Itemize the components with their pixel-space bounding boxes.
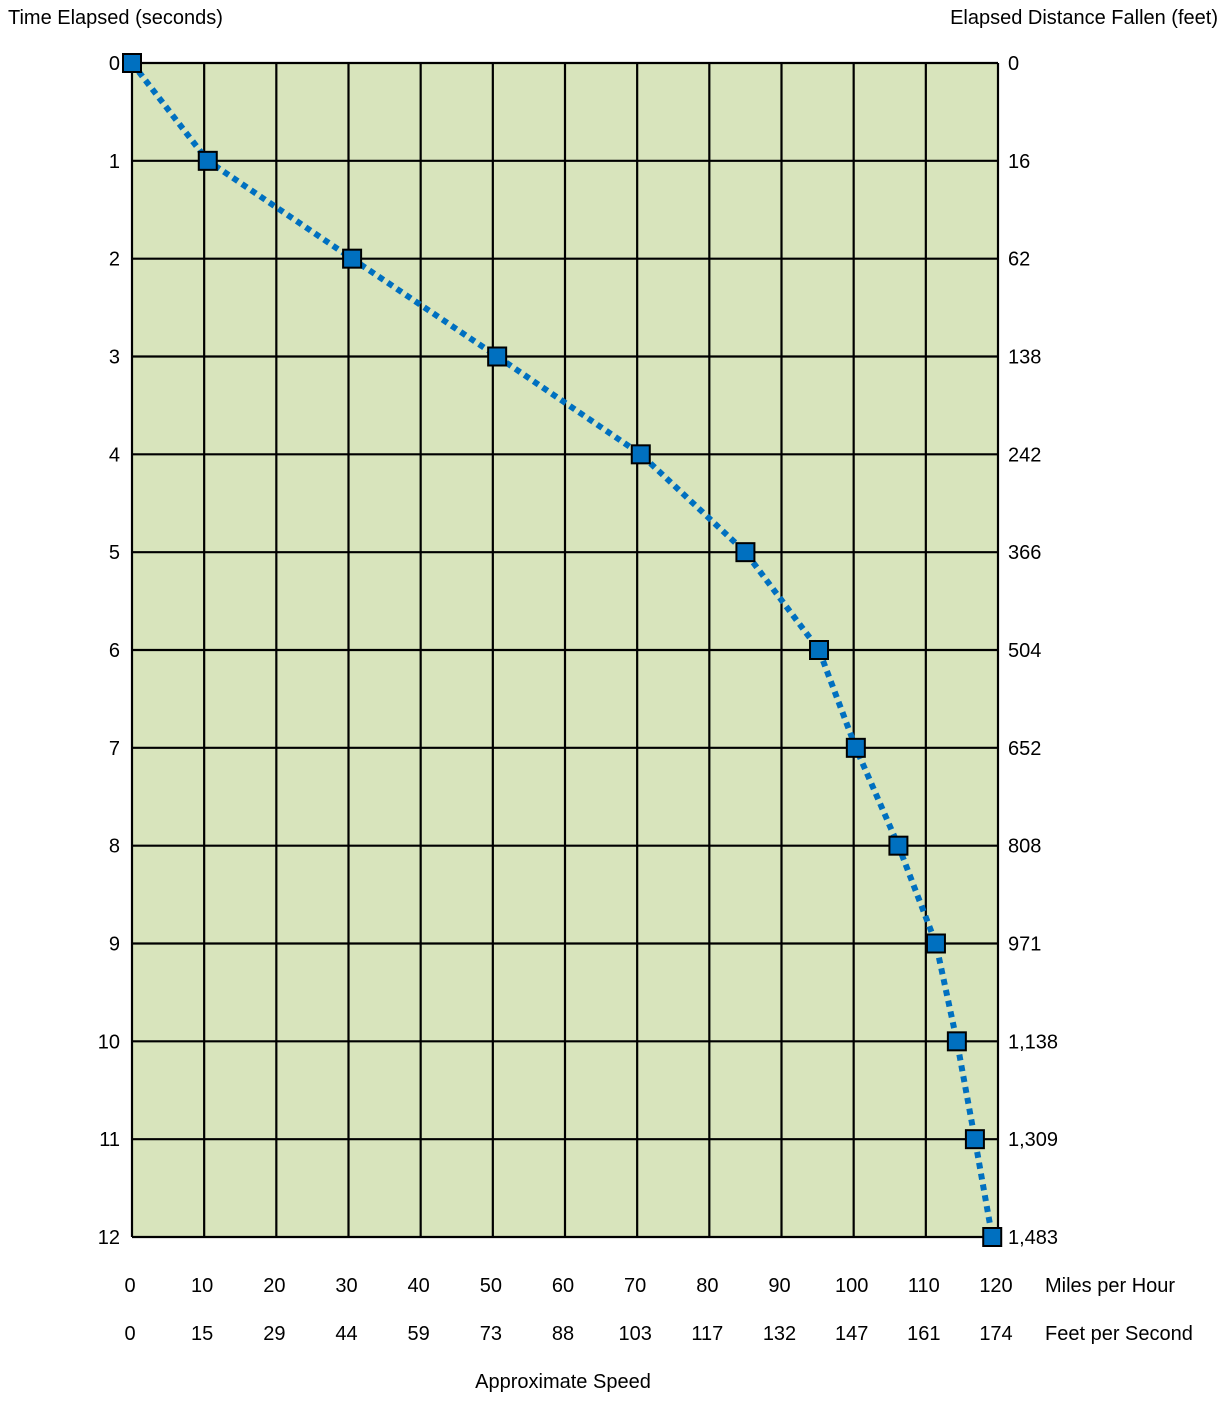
time-tick-label: 3 [109,347,120,369]
fps-tick-label: 147 [835,1323,868,1345]
fps-unit-label: Feet per Second [1045,1323,1193,1345]
mph-unit-label: Miles per Hour [1045,1275,1175,1297]
mph-tick-label: 120 [979,1275,1012,1297]
fps-tick-label: 73 [480,1323,502,1345]
fps-tick-label: 161 [907,1323,940,1345]
distance-tick-label: 242 [1008,444,1041,466]
time-tick-label: 9 [109,934,120,956]
time-tick-label: 12 [98,1227,120,1249]
distance-tick-label: 0 [1008,53,1019,75]
data-point-marker [966,1130,984,1148]
distance-tick-label: 1,483 [1008,1227,1058,1249]
fps-tick-label: 29 [263,1323,285,1345]
time-tick-label: 2 [109,249,120,271]
data-point-marker [123,54,141,72]
fps-tick-label: 15 [191,1323,213,1345]
mph-tick-label: 50 [480,1275,502,1297]
time-tick-label: 5 [109,542,120,564]
right-axis-title: Elapsed Distance Fallen (feet) [950,7,1218,29]
mph-tick-label: 30 [335,1275,357,1297]
fps-tick-label: 88 [552,1323,574,1345]
fps-tick-label: 174 [979,1323,1012,1345]
data-point-marker [927,935,945,953]
time-tick-label: 6 [109,640,120,662]
data-point-marker [847,739,865,757]
fps-tick-label: 117 [691,1323,723,1345]
mph-tick-label: 90 [768,1275,790,1297]
mph-tick-label: 110 [908,1275,940,1297]
time-tick-label: 8 [109,836,120,858]
data-point-marker [736,543,754,561]
time-tick-label: 11 [99,1129,120,1151]
distance-tick-label: 138 [1008,347,1041,369]
mph-tick-label: 100 [835,1275,868,1297]
time-tick-label: 0 [109,53,120,75]
mph-tick-label: 60 [552,1275,574,1297]
data-point-marker [889,837,907,855]
data-point-marker [983,1228,1001,1246]
distance-tick-label: 971 [1008,934,1041,956]
fps-tick-label: 0 [124,1323,135,1345]
fps-tick-label: 103 [618,1323,651,1345]
mph-tick-label: 20 [263,1275,285,1297]
time-tick-label: 4 [109,444,120,466]
time-tick-label: 10 [98,1031,120,1053]
data-point-marker [632,445,650,463]
distance-tick-label: 1,309 [1008,1129,1058,1151]
fps-tick-label: 59 [408,1323,430,1345]
bottom-axis-title: Approximate Speed [475,1371,651,1393]
mph-tick-label: 40 [408,1275,430,1297]
left-axis-title: Time Elapsed (seconds) [8,7,223,29]
mph-tick-label: 80 [696,1275,718,1297]
data-point-marker [488,348,506,366]
fps-tick-label: 44 [335,1323,357,1345]
data-point-marker [810,641,828,659]
data-point-marker [343,250,361,268]
distance-tick-label: 1,138 [1008,1031,1058,1053]
distance-tick-label: 62 [1008,249,1030,271]
distance-tick-label: 16 [1008,151,1030,173]
data-point-marker [199,152,217,170]
distance-tick-label: 808 [1008,836,1041,858]
distance-tick-label: 652 [1008,738,1041,760]
mph-tick-label: 0 [124,1275,135,1297]
time-tick-label: 1 [109,151,120,173]
mph-tick-label: 10 [191,1275,213,1297]
distance-tick-label: 366 [1008,542,1041,564]
mph-tick-label: 70 [624,1275,646,1297]
distance-tick-label: 504 [1008,640,1041,662]
fps-tick-label: 132 [763,1323,796,1345]
data-point-marker [948,1032,966,1050]
time-tick-label: 7 [109,738,120,760]
